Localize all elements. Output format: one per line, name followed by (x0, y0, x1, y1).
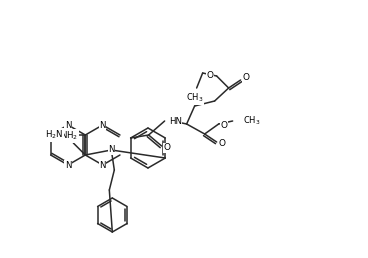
Text: N: N (99, 120, 106, 130)
Text: O: O (163, 143, 170, 152)
Text: CH$_3$: CH$_3$ (243, 115, 260, 127)
Text: N: N (108, 146, 114, 155)
Text: N: N (65, 160, 71, 170)
Text: N: N (99, 160, 106, 170)
Text: O: O (221, 122, 228, 131)
Text: N: N (65, 120, 71, 130)
Text: CH$_3$: CH$_3$ (186, 92, 204, 104)
Text: O: O (207, 71, 214, 80)
Text: HN: HN (169, 117, 182, 125)
Text: NH$_2$: NH$_2$ (60, 130, 78, 142)
Text: O: O (218, 140, 225, 149)
Text: H$_2$N: H$_2$N (45, 129, 63, 141)
Text: O: O (242, 74, 249, 83)
